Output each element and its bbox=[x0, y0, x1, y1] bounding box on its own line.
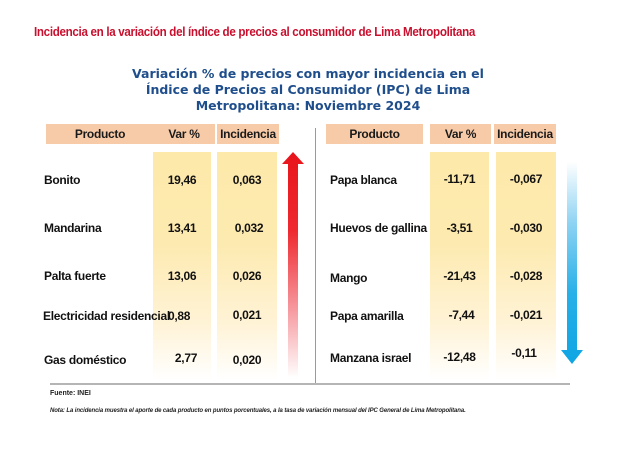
left-row-2-incidencia: 0,032 bbox=[234, 221, 264, 235]
left-row-3-var: 13,06 bbox=[167, 269, 197, 283]
right-row-5-incidencia: -0,11 bbox=[511, 346, 537, 360]
left-header-incidencia: Incidencia bbox=[217, 124, 279, 144]
right-row-3-incidencia: -0,028 bbox=[509, 269, 543, 283]
right-row-3-producto: Mango bbox=[330, 271, 368, 285]
left-row-3-incidencia: 0,026 bbox=[232, 269, 262, 283]
left-row-1-var: 19,46 bbox=[167, 173, 197, 187]
right-row-4-var: -7,44 bbox=[448, 308, 475, 322]
left-row-5-producto: Gas doméstico bbox=[44, 353, 127, 367]
source-text: Fuente: INEI bbox=[50, 390, 91, 397]
right-var-column-bg bbox=[430, 152, 489, 380]
right-header-incidencia: Incidencia bbox=[494, 124, 556, 144]
left-var-column-bg bbox=[153, 152, 211, 380]
right-row-1-incidencia: -0,067 bbox=[509, 172, 543, 186]
left-row-2-producto: Mandarina bbox=[44, 221, 102, 235]
left-row-4-incidencia: 0,021 bbox=[232, 308, 262, 322]
right-row-4-producto: Papa amarilla bbox=[330, 309, 404, 323]
left-row-3-producto: Palta fuerte bbox=[44, 269, 106, 283]
chart-title-line-3: Metropolitana: Noviembre 2024 bbox=[195, 98, 421, 113]
down-arrow-icon bbox=[561, 162, 583, 364]
left-row-1-producto: Bonito bbox=[44, 173, 81, 187]
bottom-divider bbox=[50, 383, 570, 385]
chart-title-line-2: Índice de Precios al Consumidor (IPC) de… bbox=[145, 82, 471, 97]
right-row-2-var: -3,51 bbox=[446, 221, 473, 235]
left-header-var: Var % bbox=[153, 124, 215, 144]
right-row-5-var: -12,48 bbox=[443, 350, 476, 364]
left-row-5-var: 2,77 bbox=[174, 351, 198, 365]
left-row-4-producto: Electricidad residencial bbox=[43, 309, 170, 323]
left-row-2-var: 13,41 bbox=[167, 221, 197, 235]
right-row-2-incidencia: -0,030 bbox=[509, 221, 543, 235]
right-header-var: Var % bbox=[430, 124, 491, 144]
right-row-1-producto: Papa blanca bbox=[330, 173, 397, 187]
right-row-4-incidencia: -0,021 bbox=[509, 308, 543, 322]
right-incidencia-column-bg bbox=[496, 152, 556, 380]
right-row-2-producto: Huevos de gallina bbox=[330, 221, 427, 235]
note-text: Nota: La incidencia muestra el aporte de… bbox=[50, 408, 466, 414]
page-title: Incidencia en la variación del índice de… bbox=[34, 25, 476, 39]
right-row-5-producto: Manzana israel bbox=[330, 351, 412, 365]
table-divider bbox=[315, 128, 316, 384]
left-row-1-incidencia: 0,063 bbox=[232, 173, 262, 187]
chart-title-line-1: Variación % de precios con mayor inciden… bbox=[132, 66, 484, 81]
left-header-producto: Producto bbox=[46, 124, 154, 144]
left-row-4-var: 0,88 bbox=[168, 309, 191, 323]
right-row-3-var: -21,43 bbox=[443, 269, 476, 283]
up-arrow-icon bbox=[282, 152, 304, 378]
right-header-producto: Producto bbox=[326, 124, 423, 144]
right-row-1-var: -11,71 bbox=[443, 172, 476, 186]
left-incidencia-column-bg bbox=[217, 152, 277, 380]
left-row-5-incidencia: 0,020 bbox=[232, 353, 262, 367]
chart-title: Variación % de precios con mayor inciden… bbox=[100, 66, 516, 114]
